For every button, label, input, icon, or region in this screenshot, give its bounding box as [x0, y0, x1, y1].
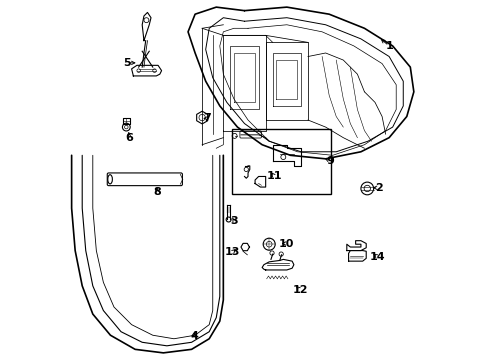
Text: 1: 1	[385, 41, 392, 51]
Text: 14: 14	[369, 252, 385, 262]
Text: 6: 6	[124, 133, 132, 143]
Text: 7: 7	[203, 113, 211, 123]
Text: 4: 4	[190, 331, 198, 341]
Text: 13: 13	[224, 247, 239, 257]
Text: 8: 8	[153, 187, 161, 197]
Bar	[232, 129, 330, 194]
Text: 11: 11	[266, 171, 282, 181]
Text: 5: 5	[123, 58, 131, 68]
Text: 9: 9	[325, 156, 333, 166]
Text: 2: 2	[374, 183, 382, 193]
Text: 10: 10	[278, 239, 293, 248]
Text: 12: 12	[292, 285, 307, 295]
Text: 3: 3	[230, 216, 237, 226]
